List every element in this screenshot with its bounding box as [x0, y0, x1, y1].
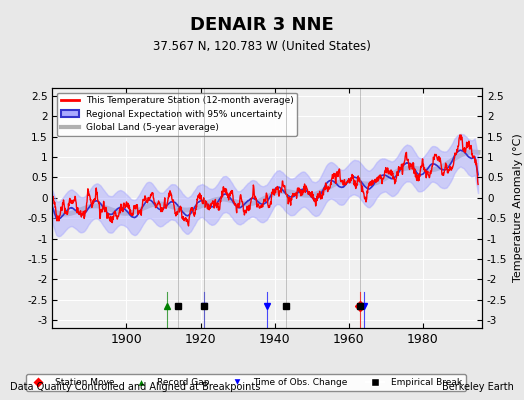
Text: Data Quality Controlled and Aligned at Breakpoints: Data Quality Controlled and Aligned at B…	[10, 382, 261, 392]
Text: 37.567 N, 120.783 W (United States): 37.567 N, 120.783 W (United States)	[153, 40, 371, 53]
Text: DENAIR 3 NNE: DENAIR 3 NNE	[190, 16, 334, 34]
Y-axis label: Temperature Anomaly (°C): Temperature Anomaly (°C)	[513, 134, 523, 282]
Text: Berkeley Earth: Berkeley Earth	[442, 382, 514, 392]
Legend: Station Move, Record Gap, Time of Obs. Change, Empirical Break: Station Move, Record Gap, Time of Obs. C…	[26, 374, 466, 391]
